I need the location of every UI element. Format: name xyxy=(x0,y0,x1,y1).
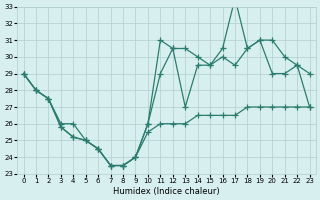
X-axis label: Humidex (Indice chaleur): Humidex (Indice chaleur) xyxy=(113,187,220,196)
